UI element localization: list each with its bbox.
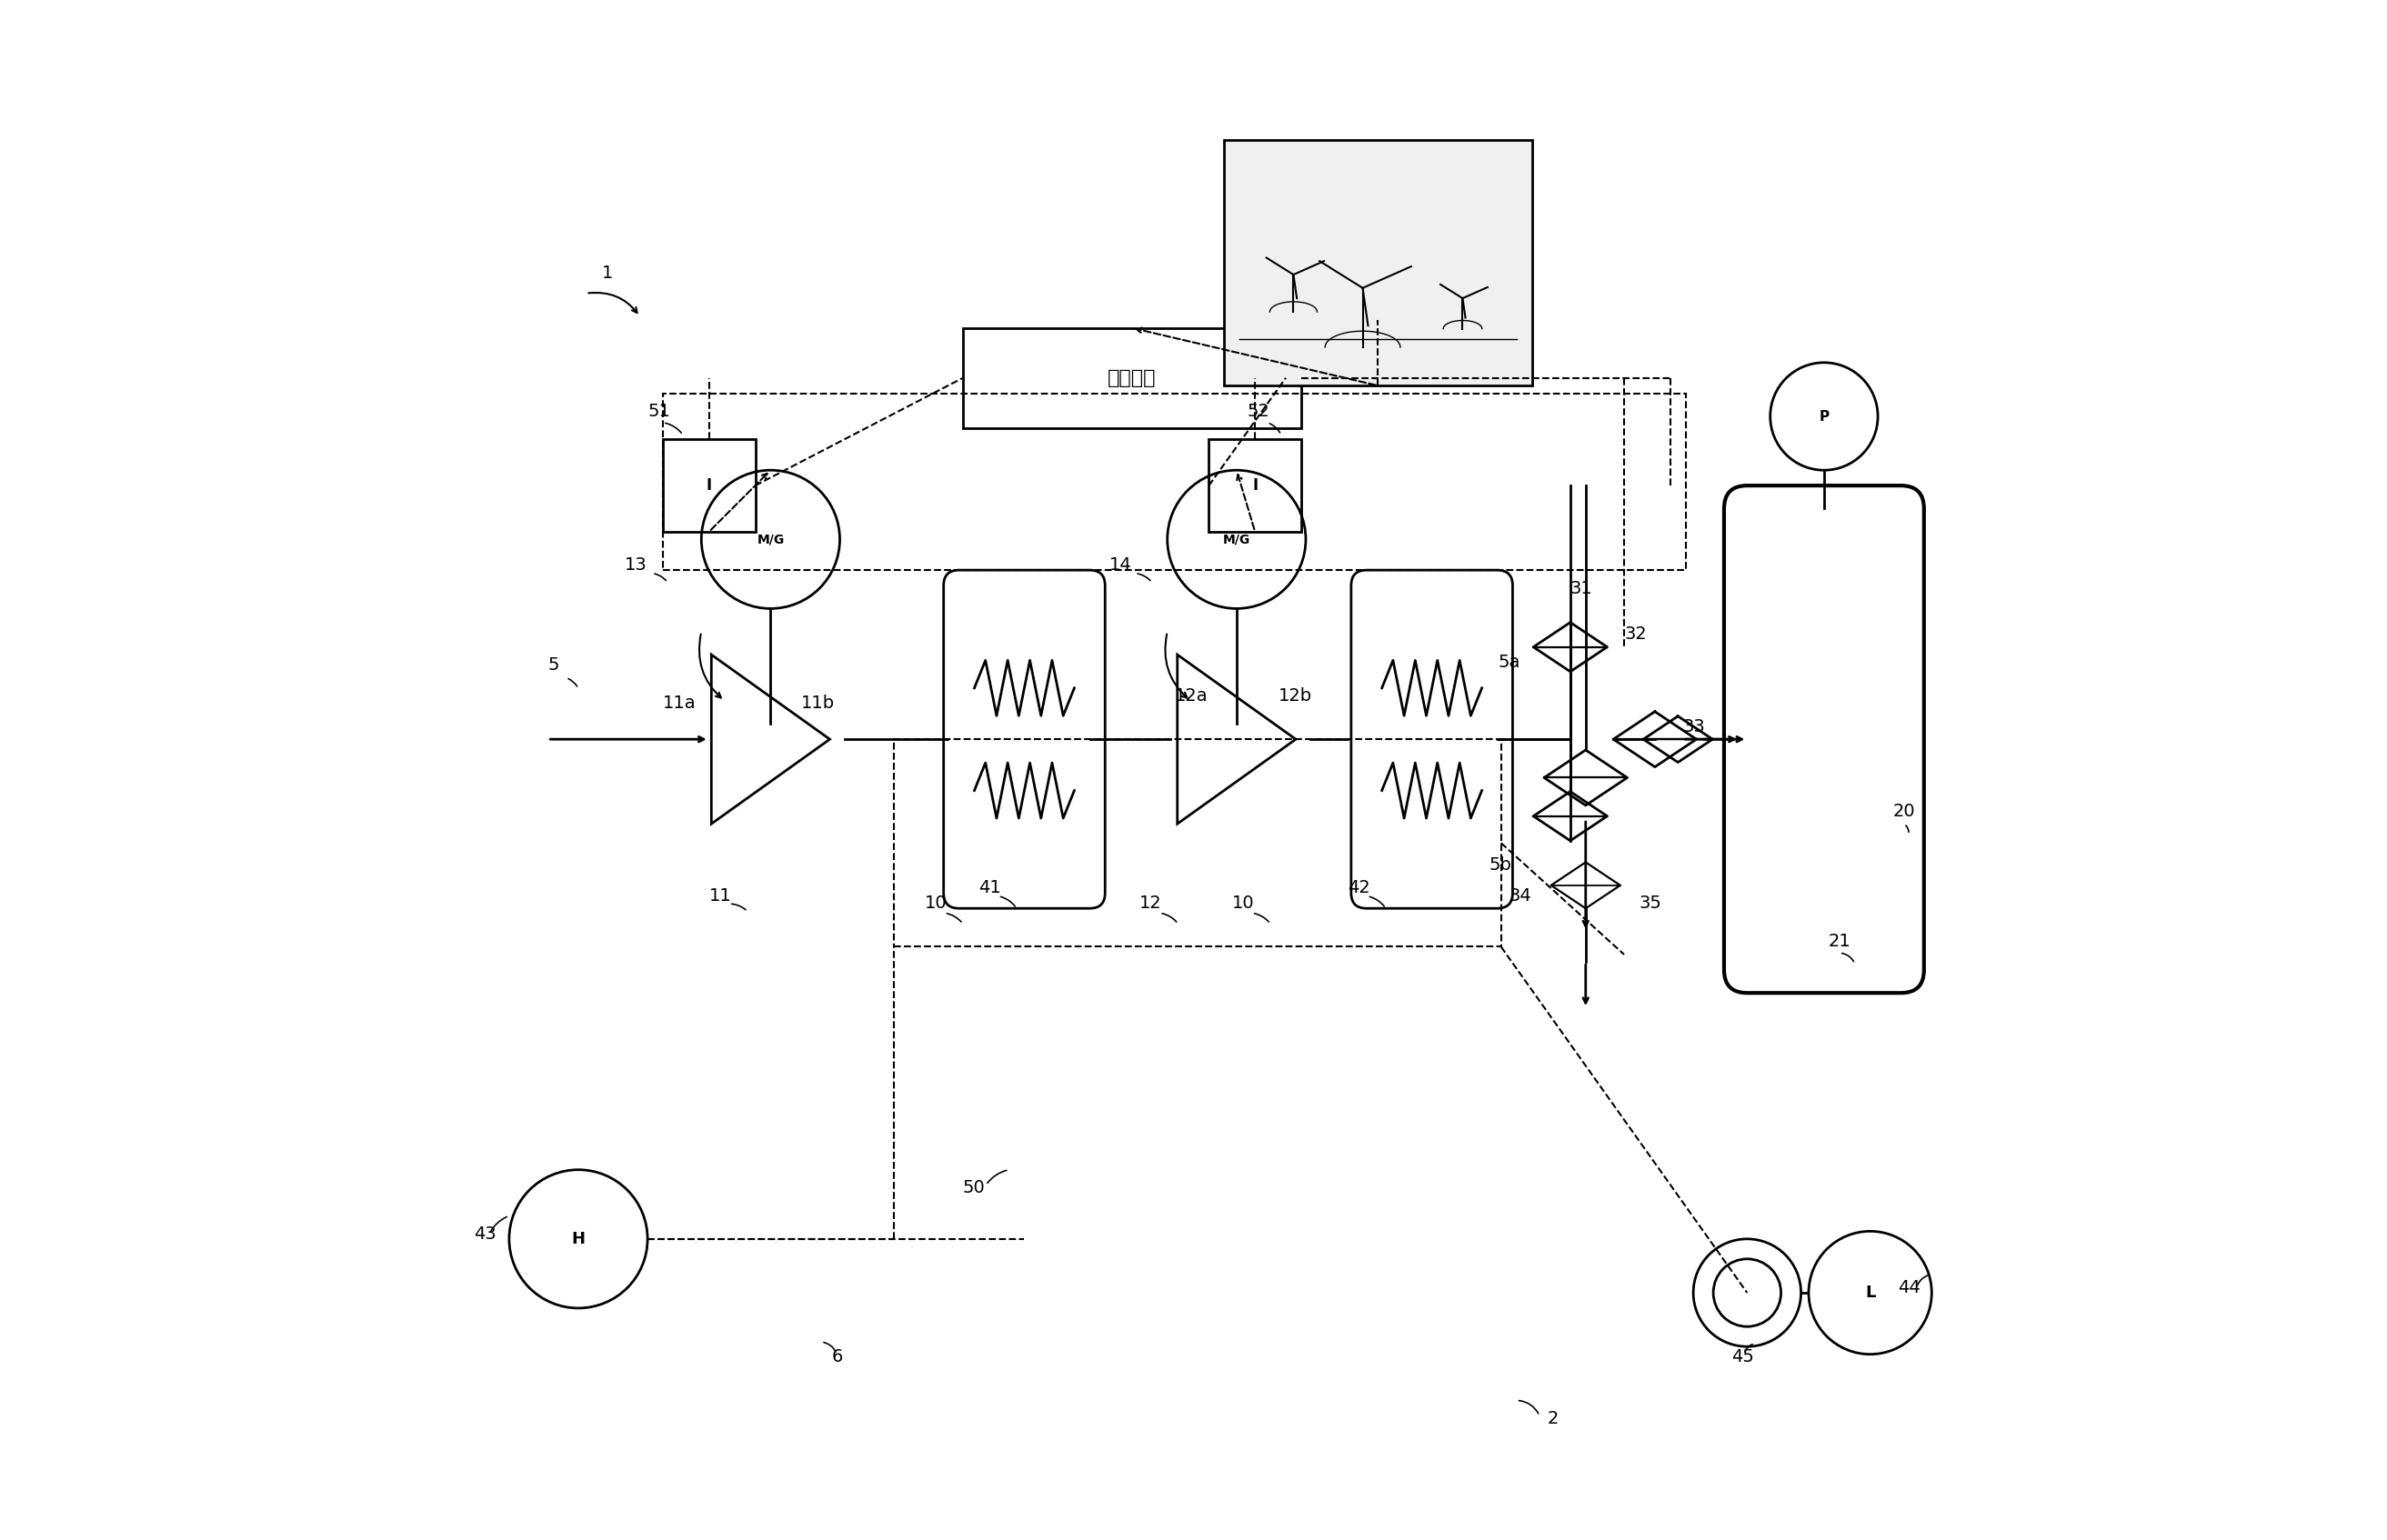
Text: 10: 10 bbox=[1232, 895, 1253, 912]
Text: 1: 1 bbox=[602, 265, 613, 282]
Text: 11b: 11b bbox=[802, 695, 835, 711]
Text: P: P bbox=[1819, 410, 1828, 424]
Text: 44: 44 bbox=[1898, 1280, 1922, 1297]
Text: 51: 51 bbox=[647, 403, 671, 420]
Text: 33: 33 bbox=[1683, 718, 1704, 735]
Text: I: I bbox=[707, 477, 711, 494]
Text: L: L bbox=[1864, 1284, 1876, 1301]
Text: 50: 50 bbox=[962, 1180, 986, 1197]
Text: 43: 43 bbox=[473, 1226, 496, 1243]
Text: M/G: M/G bbox=[1222, 533, 1251, 545]
Text: 34: 34 bbox=[1509, 887, 1532, 904]
Text: 35: 35 bbox=[1640, 895, 1661, 912]
Text: 12: 12 bbox=[1139, 895, 1162, 912]
Text: 5: 5 bbox=[547, 656, 559, 673]
Text: 10: 10 bbox=[924, 895, 948, 912]
Text: 12a: 12a bbox=[1174, 687, 1208, 704]
Text: 42: 42 bbox=[1346, 879, 1370, 896]
Bar bbox=[1208, 439, 1301, 531]
Text: 控制装置: 控制装置 bbox=[1108, 370, 1155, 387]
Text: H: H bbox=[570, 1230, 585, 1247]
Text: 12b: 12b bbox=[1277, 687, 1313, 704]
Bar bbox=[893, 739, 1501, 947]
Text: 11a: 11a bbox=[664, 695, 697, 711]
Text: 31: 31 bbox=[1571, 579, 1592, 598]
Bar bbox=[1225, 140, 1532, 385]
Text: 2: 2 bbox=[1547, 1409, 1559, 1428]
Bar bbox=[664, 393, 1685, 570]
Text: 14: 14 bbox=[1110, 556, 1131, 574]
Text: 5a: 5a bbox=[1499, 653, 1521, 670]
Text: 21: 21 bbox=[1828, 933, 1852, 950]
Text: 20: 20 bbox=[1893, 802, 1917, 819]
Text: M/G: M/G bbox=[757, 533, 785, 545]
Text: 41: 41 bbox=[979, 879, 1000, 896]
Bar bbox=[664, 439, 754, 531]
Text: 32: 32 bbox=[1623, 625, 1647, 644]
Text: 6: 6 bbox=[833, 1349, 843, 1366]
Text: 45: 45 bbox=[1731, 1349, 1754, 1366]
Text: 52: 52 bbox=[1248, 403, 1270, 420]
Text: 13: 13 bbox=[625, 556, 647, 574]
Text: 11: 11 bbox=[709, 887, 730, 904]
Text: I: I bbox=[1253, 477, 1258, 494]
Text: 5b: 5b bbox=[1489, 856, 1511, 873]
Bar bbox=[962, 328, 1301, 428]
